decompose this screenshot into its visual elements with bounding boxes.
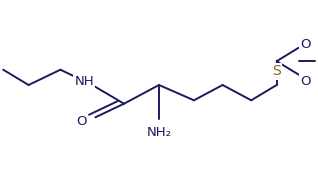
Text: O: O <box>76 115 86 128</box>
Text: O: O <box>300 75 311 88</box>
Text: O: O <box>300 38 311 51</box>
Text: S: S <box>272 64 281 78</box>
Text: NH: NH <box>74 75 94 88</box>
Text: NH₂: NH₂ <box>147 126 171 139</box>
